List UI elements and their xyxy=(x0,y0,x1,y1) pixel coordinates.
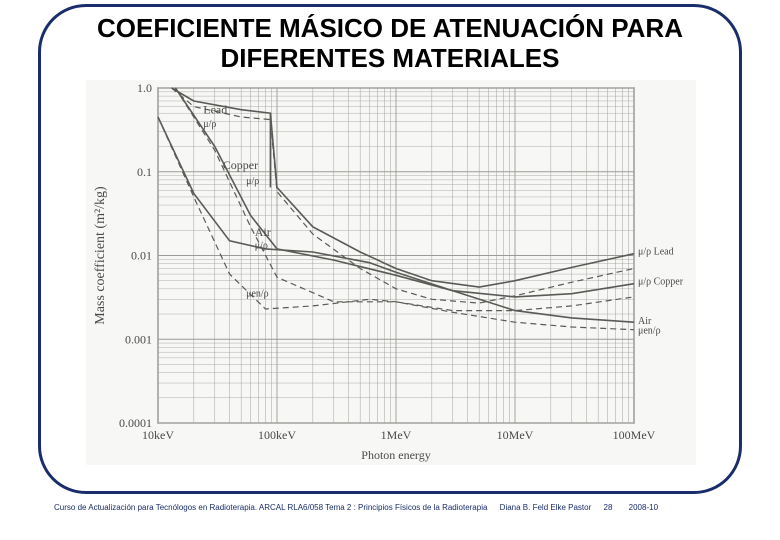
svg-text:μen/ρ: μen/ρ xyxy=(246,289,269,300)
svg-text:μ/ρ: μ/ρ xyxy=(255,241,268,252)
svg-text:1MeV: 1MeV xyxy=(381,428,412,442)
svg-text:Copper: Copper xyxy=(223,158,258,172)
slide-title: COEFICIENTE MÁSICO DE ATENUACIÓN PARA DI… xyxy=(60,14,720,74)
svg-text:Lead: Lead xyxy=(203,103,227,117)
footer-year: 2008-10 xyxy=(629,503,658,512)
svg-text:Photon energy: Photon energy xyxy=(361,448,430,462)
chart-svg: 10keV 100keV 1MeV 10MeV 100MeV 0.0001 0.001 0.0… xyxy=(86,80,696,465)
svg-text:0.01: 0.01 xyxy=(131,249,152,263)
svg-text:1.0: 1.0 xyxy=(137,81,152,95)
svg-text:0.001: 0.001 xyxy=(125,332,152,346)
footer-course: Curso de Actualización para Tecnólogos e… xyxy=(54,503,487,512)
svg-text:μen/ρ: μen/ρ xyxy=(638,326,661,337)
svg-text:100MeV: 100MeV xyxy=(613,428,656,442)
svg-text:100keV: 100keV xyxy=(258,428,296,442)
svg-text:10keV: 10keV xyxy=(142,428,174,442)
footer-page: 28 xyxy=(604,503,613,512)
svg-text:0.1: 0.1 xyxy=(137,165,152,179)
svg-text:Mass coefficient (m²/kg): Mass coefficient (m²/kg) xyxy=(93,186,108,325)
slide-footer: Curso de Actualización para Tecnólogos e… xyxy=(54,503,754,512)
svg-text:μ/ρ: μ/ρ xyxy=(203,119,216,130)
svg-text:μ/ρ Lead: μ/ρ Lead xyxy=(638,246,674,257)
svg-text:0.0001: 0.0001 xyxy=(119,416,152,430)
svg-text:μ/ρ: μ/ρ xyxy=(246,176,259,187)
svg-text:μ/ρ Copper: μ/ρ Copper xyxy=(638,277,684,288)
svg-text:10MeV: 10MeV xyxy=(497,428,534,442)
attenuation-chart: 10keV 100keV 1MeV 10MeV 100MeV 0.0001 0.001 0.0… xyxy=(86,80,696,465)
svg-text:Air: Air xyxy=(255,225,271,239)
footer-authors: Diana B. Feld Elke Pastor xyxy=(500,503,592,512)
